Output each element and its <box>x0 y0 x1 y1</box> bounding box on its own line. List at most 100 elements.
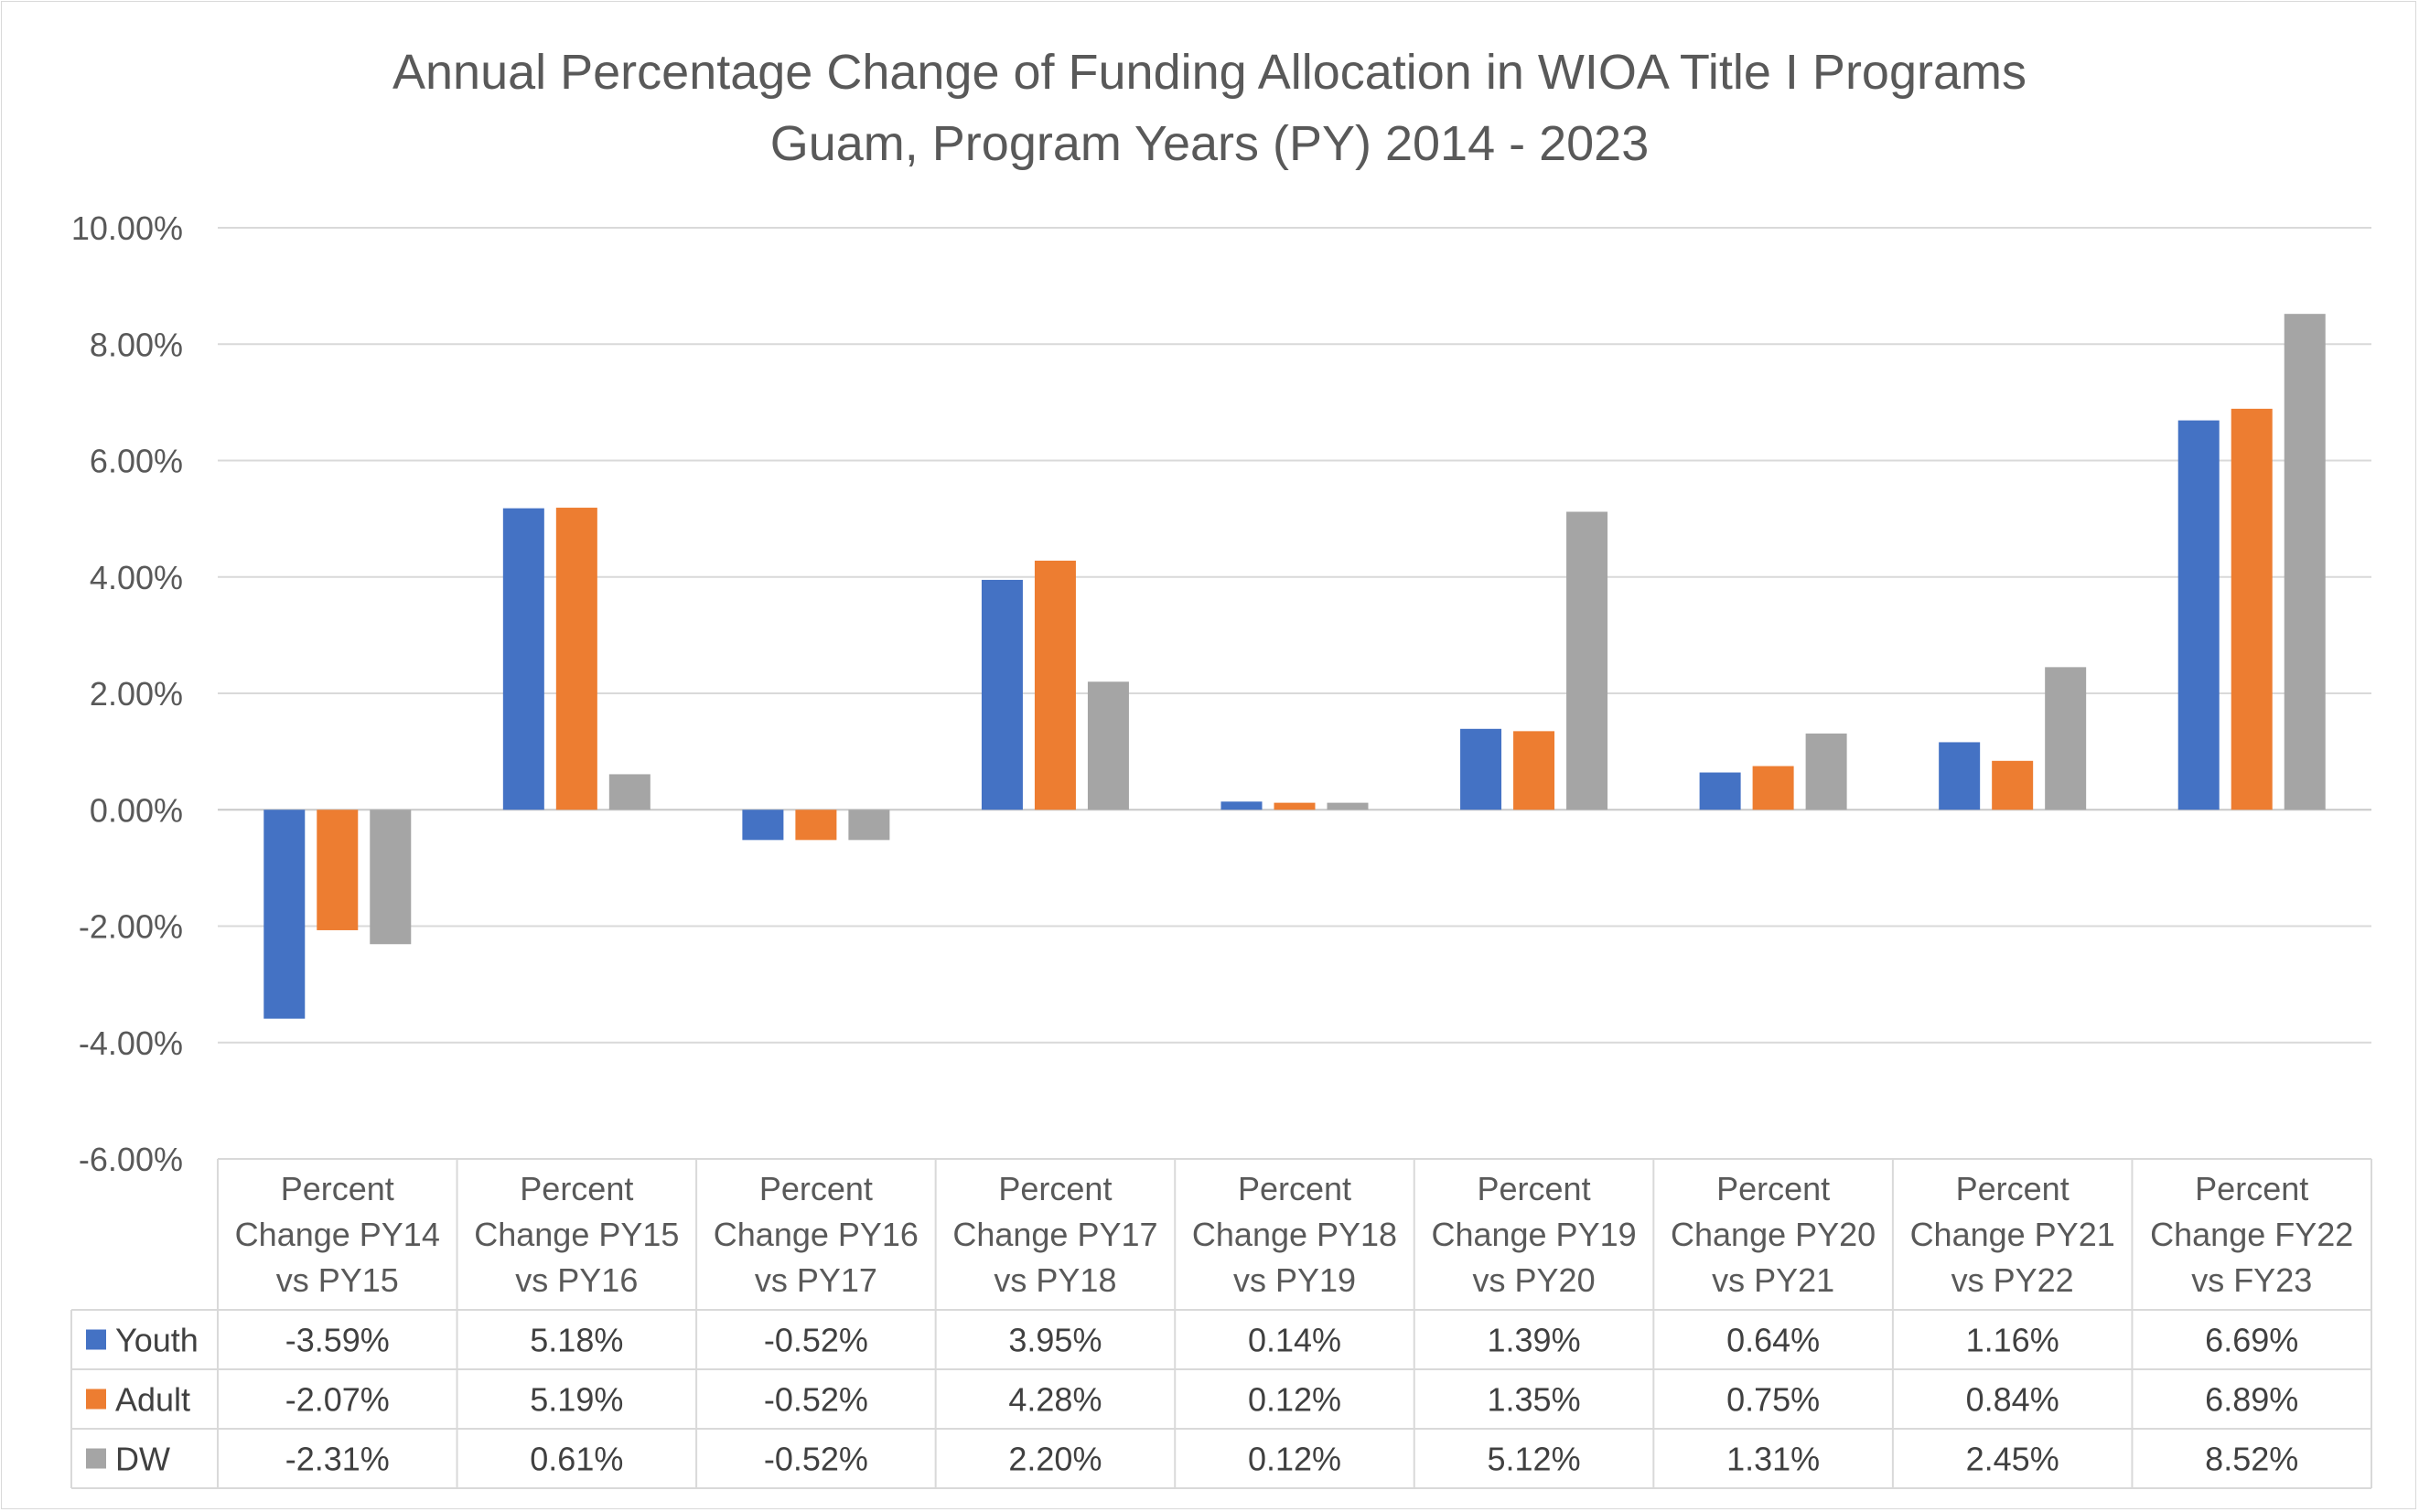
x-category-label: Percent <box>281 1170 394 1207</box>
bar-dw <box>370 810 412 945</box>
data-label: -0.52% <box>764 1441 868 1478</box>
data-label: 5.19% <box>530 1381 623 1419</box>
data-label: 0.84% <box>1966 1381 2059 1419</box>
legend-label: Adult <box>115 1381 190 1419</box>
data-label: -3.59% <box>285 1322 390 1359</box>
x-category-label: Change PY14 <box>235 1216 440 1253</box>
bar-youth <box>263 810 306 1019</box>
x-category-label: Change PY16 <box>714 1216 919 1253</box>
x-category-label: Change PY15 <box>474 1216 679 1253</box>
data-label: 1.31% <box>1726 1441 1820 1478</box>
bar-dw <box>848 810 890 841</box>
x-category-label: Change PY18 <box>1192 1216 1397 1253</box>
bar-dw <box>2284 314 2326 810</box>
bar-adult <box>317 810 359 930</box>
x-category-label: vs PY17 <box>755 1261 877 1299</box>
bar-youth <box>1220 801 1263 810</box>
bar-dw <box>1087 681 1129 810</box>
x-category-label: Percent <box>1478 1170 1591 1207</box>
bar-adult <box>1752 766 1794 810</box>
legend-label: DW <box>115 1441 170 1478</box>
x-category-label: Change PY21 <box>1910 1216 2115 1253</box>
data-label: 1.35% <box>1488 1381 1581 1419</box>
bar-adult <box>1992 760 2034 810</box>
y-tick-label: 2.00% <box>90 675 183 713</box>
bar-dw <box>1805 733 1847 810</box>
data-label: 0.64% <box>1726 1322 1820 1359</box>
y-tick-label: 0.00% <box>90 791 183 829</box>
data-label: 0.61% <box>530 1441 623 1478</box>
x-category-label: Percent <box>2195 1170 2308 1207</box>
legend-label: Youth <box>115 1322 199 1359</box>
data-label: 1.39% <box>1488 1322 1581 1359</box>
bar-youth <box>1939 742 1981 810</box>
x-category-label: vs PY16 <box>515 1261 638 1299</box>
x-category-label: vs PY15 <box>276 1261 399 1299</box>
y-tick-label: 6.00% <box>90 443 183 480</box>
bar-adult <box>1034 560 1076 810</box>
bar-dw <box>2045 667 2087 810</box>
chart-subtitle: Guam, Program Years (PY) 2014 - 2023 <box>769 116 1650 171</box>
bar-adult <box>1274 802 1316 810</box>
x-category-label: Percent <box>520 1170 633 1207</box>
data-label: -2.31% <box>285 1441 390 1478</box>
bar-youth <box>1460 728 1502 810</box>
x-category-label: vs PY18 <box>994 1261 1116 1299</box>
bar-youth <box>502 508 544 810</box>
data-label: 0.12% <box>1248 1441 1341 1478</box>
data-label: 5.12% <box>1488 1441 1581 1478</box>
bar-dw <box>608 774 650 810</box>
x-category-label: Percent <box>998 1170 1112 1207</box>
y-tick-label: -6.00% <box>79 1141 183 1178</box>
x-category-label: Percent <box>759 1170 873 1207</box>
y-tick-label: 4.00% <box>90 559 183 596</box>
x-category-label: Change PY20 <box>1671 1216 1876 1253</box>
legend-swatch-youth <box>86 1329 106 1350</box>
bar-youth <box>1699 772 1741 810</box>
data-label: 8.52% <box>2205 1441 2298 1478</box>
x-category-label: vs PY20 <box>1473 1261 1596 1299</box>
data-label: -2.07% <box>285 1381 390 1419</box>
bar-adult <box>795 810 837 841</box>
data-label: 2.20% <box>1008 1441 1102 1478</box>
data-label: 0.75% <box>1726 1381 1820 1419</box>
bar-adult <box>2231 408 2273 810</box>
x-category-label: vs PY19 <box>1233 1261 1356 1299</box>
y-tick-label: 8.00% <box>90 326 183 363</box>
legend-swatch-dw <box>86 1448 106 1469</box>
bar-dw <box>1566 511 1608 810</box>
data-label: 2.45% <box>1966 1441 2059 1478</box>
bar-adult <box>1513 731 1555 810</box>
data-label: 6.89% <box>2205 1381 2298 1419</box>
y-tick-label: -4.00% <box>79 1024 183 1062</box>
x-category-label: vs PY21 <box>1712 1261 1834 1299</box>
bar-youth <box>981 579 1023 810</box>
data-label: 6.69% <box>2205 1322 2298 1359</box>
data-label: 5.18% <box>530 1322 623 1359</box>
x-category-label: Percent <box>1238 1170 1351 1207</box>
x-category-label: Change PY19 <box>1431 1216 1636 1253</box>
x-category-label: vs PY22 <box>1951 1261 2074 1299</box>
y-tick-label: -2.00% <box>79 908 183 946</box>
legend-swatch-adult <box>86 1389 106 1410</box>
x-category-label: Change FY22 <box>2150 1216 2353 1253</box>
bar-youth <box>2177 420 2220 810</box>
x-category-label: Change PY17 <box>952 1216 1157 1253</box>
data-label: -0.52% <box>764 1381 868 1419</box>
chart-title: Annual Percentage Change of Funding Allo… <box>392 45 2027 100</box>
bar-youth <box>742 810 784 841</box>
data-label: 3.95% <box>1008 1322 1102 1359</box>
data-label: 0.12% <box>1248 1381 1341 1419</box>
bar-adult <box>555 508 597 810</box>
data-label: 1.16% <box>1966 1322 2059 1359</box>
data-label: 4.28% <box>1008 1381 1102 1419</box>
x-category-label: Percent <box>1716 1170 1830 1207</box>
data-label: -0.52% <box>764 1322 868 1359</box>
y-tick-label: 10.00% <box>71 209 183 247</box>
data-label: 0.14% <box>1248 1322 1341 1359</box>
bar-dw <box>1327 802 1369 810</box>
x-category-label: Percent <box>1956 1170 2070 1207</box>
x-category-label: vs FY23 <box>2191 1261 2312 1299</box>
